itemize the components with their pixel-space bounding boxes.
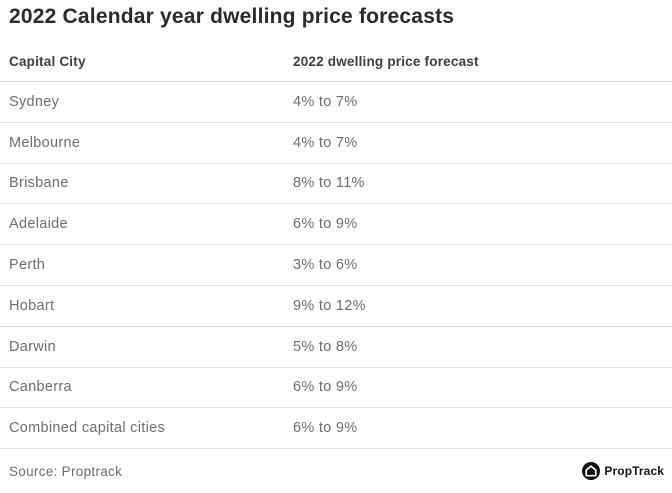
table-row-sydney: Sydney 4% to 7% xyxy=(0,82,672,123)
table-header-row: Capital City 2022 dwelling price forecas… xyxy=(0,41,672,82)
column-header-capital-city: Capital City xyxy=(9,53,86,69)
city-cell: Darwin xyxy=(9,338,56,355)
table-row-melbourne: Melbourne 4% to 7% xyxy=(0,123,672,164)
city-cell: Perth xyxy=(9,257,46,274)
city-cell: Hobart xyxy=(9,297,55,314)
table-row-darwin: Darwin 5% to 8% xyxy=(0,327,672,368)
city-cell: Canberra xyxy=(9,379,72,396)
brand-name: PropTrack xyxy=(604,464,664,479)
table-row-hobart: Hobart 9% to 12% xyxy=(0,286,672,327)
table-row-perth: Perth 3% to 6% xyxy=(0,245,672,286)
figure-footer: Source: Proptrack PropTrack xyxy=(0,449,672,493)
forecast-cell: 6% to 9% xyxy=(293,420,358,437)
table-row-brisbane: Brisbane 8% to 11% xyxy=(0,164,672,205)
column-header-forecast: 2022 dwelling price forecast xyxy=(293,53,479,69)
forecast-table: Capital City 2022 dwelling price forecas… xyxy=(0,41,672,450)
forecast-cell: 3% to 6% xyxy=(293,257,358,274)
house-in-circle-icon xyxy=(582,462,601,481)
forecast-cell: 8% to 11% xyxy=(293,175,365,192)
forecast-cell: 4% to 7% xyxy=(293,134,358,151)
forecast-cell: 9% to 12% xyxy=(293,297,366,314)
forecast-cell: 4% to 7% xyxy=(293,93,358,110)
table-row-canberra: Canberra 6% to 9% xyxy=(0,368,672,409)
city-cell: Sydney xyxy=(9,93,60,110)
forecast-cell: 6% to 9% xyxy=(293,216,358,233)
source-label: Source: Proptrack xyxy=(9,463,123,479)
city-cell: Adelaide xyxy=(9,216,68,233)
proptrack-logo: PropTrack xyxy=(582,462,664,481)
chart-title: 2022 Calendar year dwelling price foreca… xyxy=(9,5,455,28)
city-cell: Combined capital cities xyxy=(9,420,165,437)
table-row-combined-capital-cities: Combined capital cities 6% to 9% xyxy=(0,408,672,450)
forecast-cell: 6% to 9% xyxy=(293,379,358,396)
city-cell: Brisbane xyxy=(9,175,69,192)
city-cell: Melbourne xyxy=(9,134,81,151)
table-row-adelaide: Adelaide 6% to 9% xyxy=(0,204,672,246)
forecast-cell: 5% to 8% xyxy=(293,338,358,355)
